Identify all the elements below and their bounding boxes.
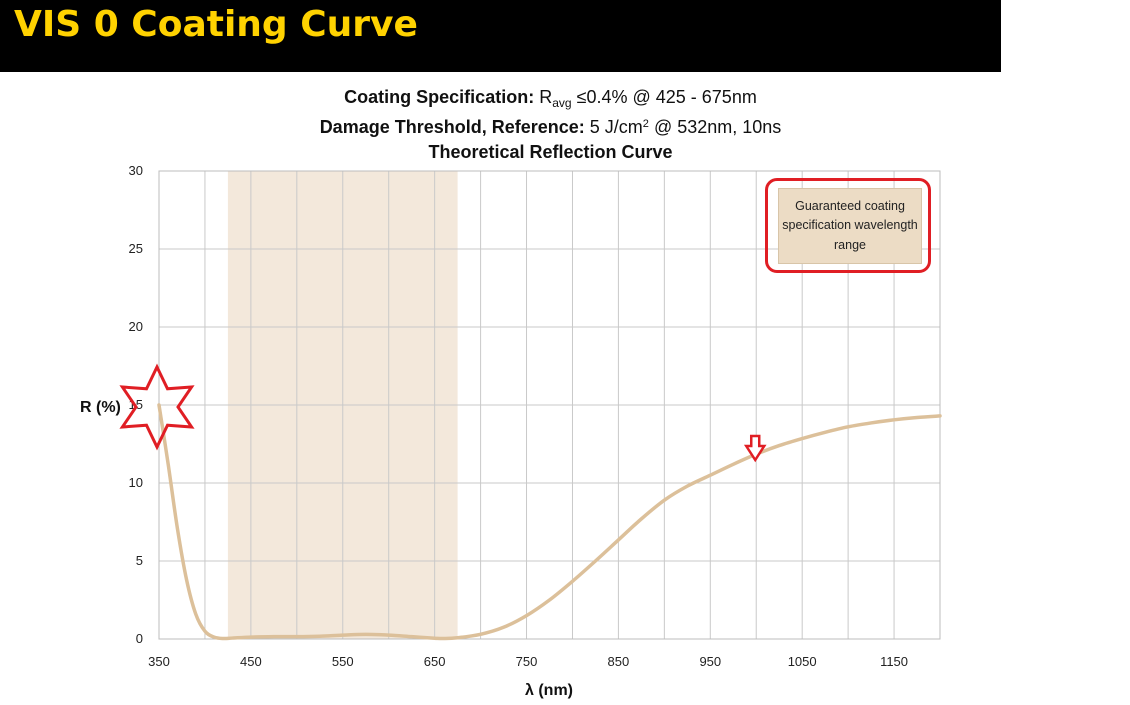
- damage-threshold-label: Damage Threshold, Reference:: [319, 117, 585, 137]
- y-tick-label: 10: [129, 475, 143, 490]
- damage-threshold-tail: @ 532nm, 10ns: [653, 117, 782, 137]
- y-tick-label: 25: [129, 241, 143, 256]
- y-tick-label: 20: [129, 319, 143, 334]
- page-title: VIS 0 Coating Curve: [14, 4, 418, 45]
- damage-threshold-line: Damage Threshold, Reference: 5 J/cm2 @ 5…: [0, 112, 1101, 139]
- y-tick-label: 30: [129, 163, 143, 178]
- arrow-down-annotation-icon: [743, 434, 767, 463]
- chart-title: Theoretical Reflection Curve: [428, 142, 673, 162]
- coating-spec-line: Coating Specification: Ravg ≤0.4% @ 425 …: [0, 85, 1101, 115]
- x-axis-label: λ (nm): [525, 682, 573, 699]
- coating-spec-symbol: R: [539, 87, 553, 107]
- x-tick-label: 750: [516, 654, 538, 669]
- x-tick-label: 650: [424, 654, 446, 669]
- x-tick-label: 550: [332, 654, 354, 669]
- x-tick-label: 350: [148, 654, 170, 669]
- damage-threshold-value: 5 J/cm: [589, 117, 643, 137]
- coating-spec-value: ≤0.4% @ 425 - 675nm: [576, 87, 757, 107]
- reflection-curve: [157, 403, 942, 641]
- coating-spec-label: Coating Specification:: [344, 87, 535, 107]
- y-axis-label: R (%): [80, 399, 121, 416]
- y-tick-label: 5: [136, 553, 143, 568]
- x-tick-label: 1150: [880, 654, 908, 669]
- x-tick-label: 850: [608, 654, 630, 669]
- y-tick-label: 0: [136, 631, 143, 646]
- header-banner: VIS 0 Coating Curve: [0, 0, 1001, 72]
- legend-box: Guaranteed coating specification wavelen…: [778, 188, 922, 264]
- x-tick-label: 1050: [788, 654, 817, 669]
- x-tick-label: 450: [240, 654, 262, 669]
- coating-spec-sub: avg: [552, 96, 572, 110]
- legend-text: Guaranteed coating specification wavelen…: [782, 198, 918, 252]
- star-annotation-icon: [119, 363, 195, 451]
- damage-threshold-sup: 2: [642, 118, 649, 130]
- x-tick-label: 950: [699, 654, 721, 669]
- legend-highlight-outline: [765, 178, 931, 273]
